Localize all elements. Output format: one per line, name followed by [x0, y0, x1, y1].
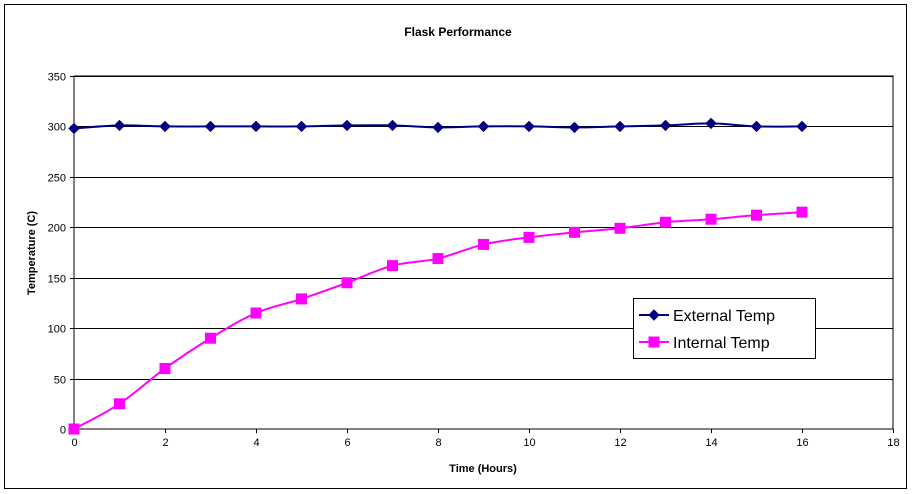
- y-tick-label: 250: [48, 173, 66, 185]
- internal-temp-point: [705, 213, 717, 225]
- external-temp-point: [68, 122, 80, 135]
- legend-marker-external-temp: [648, 309, 660, 321]
- x-tick-label: 2: [162, 437, 168, 449]
- external-temp-point: [796, 120, 808, 133]
- y-tick-label: 200: [48, 223, 66, 235]
- y-axis-title: Temperature (C): [26, 211, 38, 295]
- x-tick-label: 10: [523, 437, 535, 449]
- chart-frame: [4, 4, 907, 489]
- legend-label-external-temp: External Temp: [673, 308, 775, 325]
- internal-temp-point: [159, 362, 171, 374]
- internal-temp-point: [569, 226, 580, 238]
- external-temp-point: [113, 119, 126, 132]
- external-temp-point: [705, 117, 717, 130]
- x-tick-label: 12: [614, 437, 626, 449]
- y-tick-label: 150: [48, 274, 66, 286]
- legend-label-internal-temp: Internal Temp: [673, 335, 770, 352]
- legend-marker-internal-temp: [648, 336, 660, 348]
- y-tick-label: 300: [48, 122, 66, 134]
- y-tick-label: 350: [48, 72, 66, 84]
- x-tick-label: 6: [344, 437, 350, 449]
- x-tick-label: 16: [796, 437, 808, 449]
- y-tick-label: 100: [48, 324, 66, 336]
- x-tick-label: 14: [705, 437, 717, 449]
- internal-temp-point: [114, 398, 125, 410]
- internal-temp-point: [432, 253, 444, 265]
- internal-temp-point: [751, 209, 762, 221]
- x-tick-label: 4: [253, 437, 259, 449]
- external-temp-point: [159, 120, 171, 133]
- external-temp-point: [523, 120, 535, 133]
- y-tick-label: 50: [54, 375, 66, 387]
- chart-title: Flask Performance: [404, 25, 512, 39]
- internal-temp-point: [478, 238, 489, 250]
- external-temp-point: [614, 120, 626, 133]
- x-tick-label: 0: [71, 437, 77, 449]
- internal-temp-point: [614, 222, 626, 234]
- external-temp-point: [432, 121, 444, 134]
- external-temp-point: [204, 120, 217, 133]
- internal-temp-point: [296, 293, 307, 305]
- external-temp-point: [750, 120, 763, 133]
- internal-temp-point: [68, 423, 80, 435]
- internal-temp-point: [387, 260, 398, 272]
- external-temp-point: [341, 119, 353, 132]
- internal-temp-point: [796, 206, 808, 218]
- internal-temp-point: [205, 332, 216, 344]
- internal-temp-point: [660, 216, 671, 228]
- internal-temp-point: [250, 307, 262, 319]
- external-temp-point: [659, 119, 672, 132]
- plot-area: [73, 75, 894, 430]
- external-temp-point: [477, 120, 490, 133]
- external-temp-point: [295, 120, 308, 133]
- external-temp-point: [386, 119, 399, 132]
- external-temp-point: [568, 121, 581, 134]
- x-axis-title: Time (Hours): [449, 463, 517, 475]
- y-tick-label: 0: [60, 425, 66, 437]
- x-tick-label: 18: [887, 437, 899, 449]
- internal-temp-point: [341, 277, 353, 289]
- external-temp-point: [250, 120, 262, 133]
- x-tick-label: 8: [435, 437, 441, 449]
- legend-box: [633, 298, 816, 359]
- internal-temp-point: [523, 231, 535, 243]
